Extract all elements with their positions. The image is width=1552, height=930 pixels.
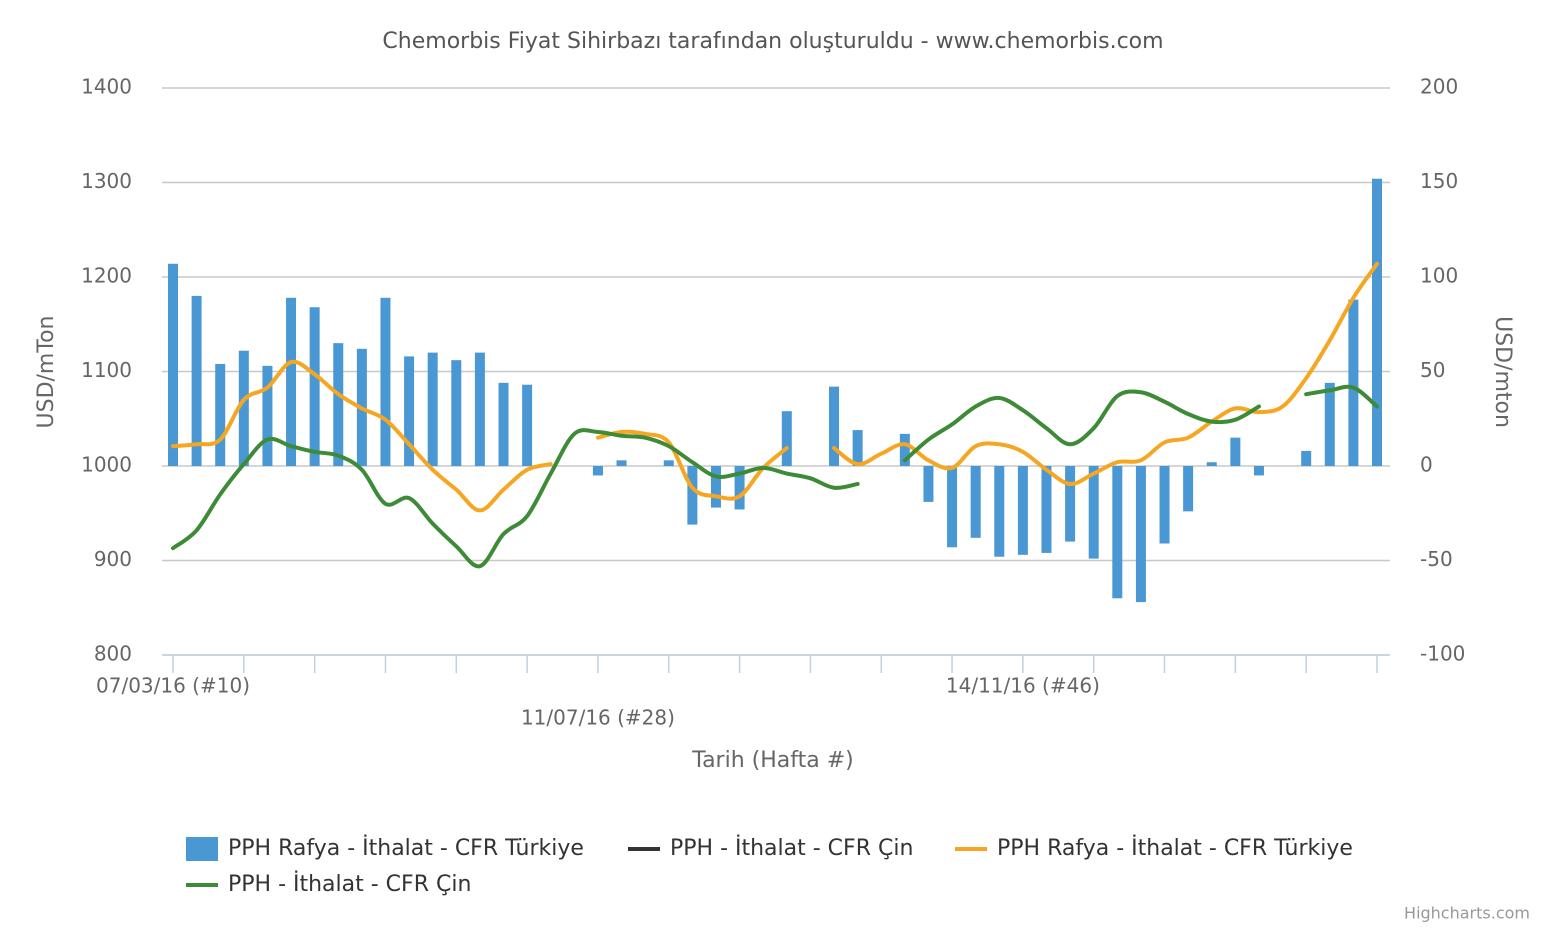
x-tick-label: 14/11/16 (#46) <box>946 674 1100 698</box>
bar <box>1159 466 1170 544</box>
y-tick-label: 1200 <box>81 264 132 288</box>
bar <box>1206 462 1217 466</box>
bar <box>710 466 721 508</box>
bar <box>1372 178 1382 466</box>
y-tick-label: 900 <box>94 547 132 571</box>
bar <box>262 365 273 466</box>
legend-item: PPH - İthalat - CFR Çin <box>186 871 471 897</box>
y2-axis-title: USD/mton <box>1490 316 1515 428</box>
bar <box>451 360 462 466</box>
bar <box>309 307 320 466</box>
legend-item: PPH Rafya - İthalat - CFR Türkiye <box>186 835 584 861</box>
line <box>171 384 1379 569</box>
bar <box>616 460 627 466</box>
bar <box>663 460 674 466</box>
bar <box>1348 299 1359 466</box>
bar <box>380 297 391 466</box>
bar <box>474 352 485 466</box>
bar <box>1088 466 1099 559</box>
x-axis-title: Tarih (Hafta #) <box>691 748 853 773</box>
x-tick-label: 07/03/16 (#10) <box>96 674 250 698</box>
bar <box>923 466 934 502</box>
legend: PPH Rafya - İthalat - CFR Türkiye PPH - İ… <box>186 835 1353 897</box>
legend-item: PPH - İthalat - CFR Çin <box>628 835 913 861</box>
bar <box>781 411 792 466</box>
bar <box>427 352 438 466</box>
legend-label: PPH Rafya - İthalat - CFR Türkiye <box>997 835 1353 861</box>
bar <box>829 386 840 466</box>
bar <box>734 466 745 510</box>
y2-tick-label: -100 <box>1420 642 1465 666</box>
bar <box>1112 466 1123 599</box>
bar <box>333 343 344 466</box>
chart-title: Chemorbis Fiyat Sihirbazı tarafından olu… <box>382 29 1163 54</box>
bar <box>498 382 509 466</box>
bar <box>1017 466 1028 555</box>
bar <box>1301 450 1312 466</box>
y2-tick-label: 50 <box>1420 358 1445 382</box>
legend-label: PPH - İthalat - CFR Çin <box>670 835 913 861</box>
legend-label: PPH - İthalat - CFR Çin <box>228 871 471 897</box>
bar <box>852 430 863 466</box>
bar <box>994 466 1005 557</box>
bar <box>1065 466 1076 542</box>
line <box>171 261 1379 513</box>
bar <box>947 466 958 548</box>
y-tick-label: 800 <box>94 642 132 666</box>
bar <box>899 433 910 466</box>
y2-tick-label: 200 <box>1420 75 1458 99</box>
credit: Highcharts.com <box>1404 904 1530 923</box>
bar <box>238 350 249 466</box>
bar <box>404 356 415 466</box>
bar <box>1253 466 1264 476</box>
y-tick-label: 1400 <box>81 75 132 99</box>
bar <box>1230 437 1241 466</box>
bar <box>1324 382 1335 466</box>
bar <box>1135 466 1146 603</box>
x-tick-label: 11/07/16 (#28) <box>521 706 675 730</box>
bar <box>191 295 202 466</box>
bar <box>687 466 698 525</box>
bar <box>592 466 603 476</box>
y2-tick-label: 0 <box>1420 453 1433 477</box>
bar <box>286 297 297 466</box>
y-axis-title: USD/mTon <box>34 316 59 429</box>
bar <box>1183 466 1194 512</box>
y-tick-label: 1300 <box>81 169 132 193</box>
legend-item: PPH Rafya - İthalat - CFR Türkiye <box>955 835 1353 861</box>
y2-tick-label: 150 <box>1420 169 1458 193</box>
legend-label: PPH Rafya - İthalat - CFR Türkiye <box>228 835 584 861</box>
bar <box>970 466 981 538</box>
bar <box>215 363 226 466</box>
bar <box>168 263 178 466</box>
y2-tick-label: 100 <box>1420 264 1458 288</box>
legend-symbol <box>186 837 218 861</box>
y2-tick-label: -50 <box>1420 547 1453 571</box>
bar <box>1041 466 1052 553</box>
y-tick-label: 1100 <box>81 358 132 382</box>
y-tick-label: 1000 <box>81 453 132 477</box>
bar <box>522 384 533 466</box>
